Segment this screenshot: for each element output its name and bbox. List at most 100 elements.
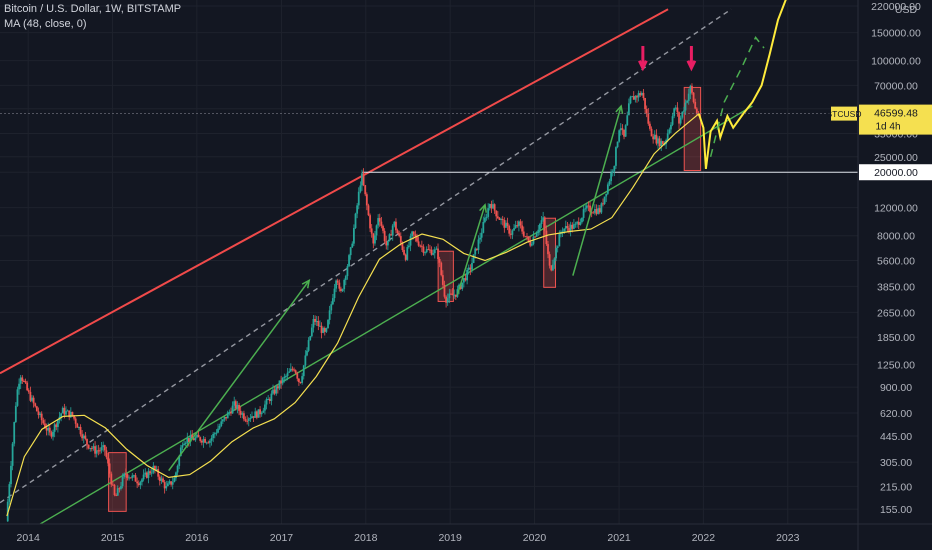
candle-body xyxy=(336,280,339,283)
candle-body xyxy=(299,382,302,384)
candle-body xyxy=(598,208,601,213)
candle-body xyxy=(636,95,638,98)
candle-body xyxy=(102,445,105,448)
candle-body xyxy=(133,475,135,477)
candle-body xyxy=(189,435,192,442)
candle-body xyxy=(602,203,604,205)
candle-body xyxy=(543,217,546,231)
candle-body xyxy=(239,410,242,415)
candle-body xyxy=(288,371,291,373)
candle-body xyxy=(577,221,580,225)
time-tick-label: 2015 xyxy=(101,532,125,544)
candle-body xyxy=(39,413,41,416)
candle-body xyxy=(670,124,672,130)
candle-body xyxy=(35,406,38,412)
candle-body xyxy=(521,225,524,232)
price-tick-label: 5600.00 xyxy=(877,255,915,267)
time-tick-label: 2014 xyxy=(17,532,41,544)
candle-body xyxy=(134,475,137,482)
candle-body xyxy=(165,486,168,489)
candle-body xyxy=(82,435,85,439)
candle-body xyxy=(24,381,27,383)
candle-body xyxy=(618,130,621,142)
candle-body xyxy=(243,413,245,420)
price-tag-value: 46599.48 xyxy=(874,108,918,120)
candle-body xyxy=(645,109,648,114)
candle-body xyxy=(166,483,169,487)
candle-body xyxy=(637,93,640,98)
candle-body xyxy=(200,440,203,443)
candle-body xyxy=(137,483,140,486)
candle-body xyxy=(14,405,17,423)
candle-body xyxy=(474,248,477,255)
price-tick-label: 445.00 xyxy=(880,431,912,443)
price-tick-label: 150000.00 xyxy=(871,28,921,40)
candle-body xyxy=(691,85,693,93)
candle-body xyxy=(356,205,359,214)
candle-body xyxy=(249,418,252,420)
candle-body xyxy=(331,298,334,305)
candle-body xyxy=(8,484,11,502)
candle-body xyxy=(267,399,270,401)
candle-body xyxy=(99,450,101,452)
candle-body xyxy=(310,327,313,337)
candle-body xyxy=(414,234,417,237)
candle-body xyxy=(344,276,347,280)
candle-body xyxy=(488,203,491,209)
candle-body xyxy=(658,138,661,147)
candle-body xyxy=(304,355,307,366)
price-tick-label: 620.00 xyxy=(880,408,912,420)
candle-body xyxy=(163,482,166,489)
candle-body xyxy=(178,456,181,466)
candle-body xyxy=(438,258,441,263)
candle-body xyxy=(480,232,483,238)
candle-body xyxy=(29,391,32,401)
time-tick-label: 2023 xyxy=(776,532,800,544)
price-tick-label: 3850.00 xyxy=(877,281,915,293)
price-tick-label: 305.00 xyxy=(880,457,912,469)
candle-body xyxy=(475,248,478,251)
candle-body xyxy=(579,222,582,225)
candle-body xyxy=(118,488,121,490)
candle-body xyxy=(52,431,54,437)
candle-body xyxy=(32,397,35,404)
candle-body xyxy=(587,205,590,207)
candle-body xyxy=(351,243,354,248)
candle-body xyxy=(484,217,486,222)
candle-body xyxy=(40,413,43,421)
candle-body xyxy=(349,247,352,256)
candle-body xyxy=(634,95,637,100)
candle-body xyxy=(467,267,470,270)
candle-body xyxy=(192,438,195,441)
candle-body xyxy=(398,233,401,237)
resistance-line xyxy=(0,8,669,375)
candle-body xyxy=(572,224,575,229)
candle-body xyxy=(496,216,499,219)
candle-body xyxy=(534,236,536,238)
candle-body xyxy=(464,278,467,281)
candle-body xyxy=(419,245,422,247)
candle-body xyxy=(574,223,577,225)
candle-body xyxy=(407,245,410,248)
candle-body xyxy=(55,424,58,427)
candle-body xyxy=(100,447,103,451)
candle-body xyxy=(606,184,609,194)
candle-body xyxy=(603,196,606,204)
candle-body xyxy=(556,246,559,248)
candle-body xyxy=(624,125,627,137)
candle-body xyxy=(281,378,284,384)
candle-body xyxy=(128,477,130,479)
candle-body xyxy=(466,269,469,281)
time-tick-label: 2018 xyxy=(354,532,378,544)
candle-body xyxy=(278,380,281,389)
candle-body xyxy=(317,320,320,327)
candle-body xyxy=(215,432,218,434)
price-tick-label: 155.00 xyxy=(880,504,912,516)
candle-body xyxy=(626,115,629,126)
candle-body xyxy=(383,230,386,242)
candle-body xyxy=(181,445,184,448)
candle-body xyxy=(365,194,368,206)
candle-body xyxy=(511,230,514,235)
candle-body xyxy=(369,215,371,229)
